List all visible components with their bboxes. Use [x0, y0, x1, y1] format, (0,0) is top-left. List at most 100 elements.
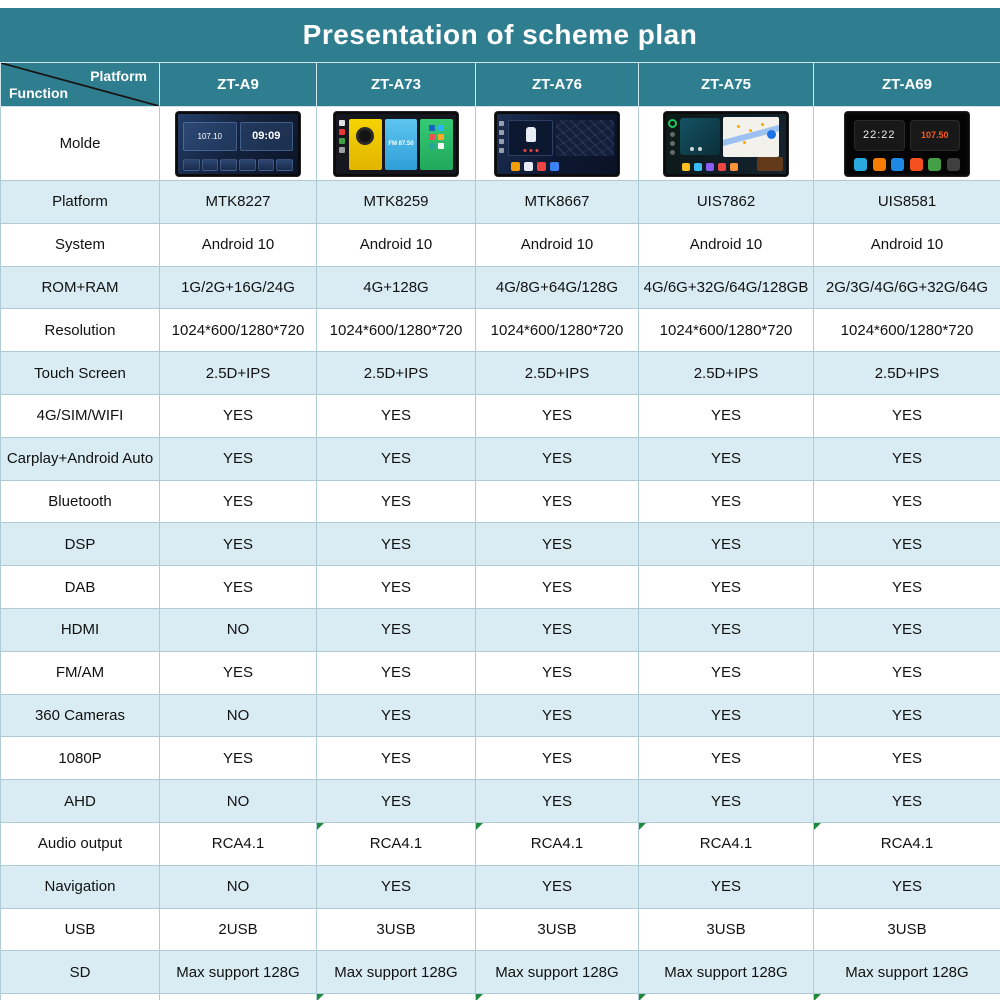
app-icon: [946, 157, 960, 171]
cell-value: RCA4.1: [211, 835, 265, 853]
radio-frequency: 107.50: [920, 130, 949, 140]
value-cell: YES: [813, 864, 1000, 909]
value-cell: YES: [638, 693, 814, 738]
corner-platform-label: Platform: [90, 68, 147, 84]
value-cell: YES: [813, 479, 1000, 524]
clock-tile: [757, 156, 783, 171]
value-cell: YES: [316, 693, 476, 738]
app-icon: [339, 128, 345, 135]
cell-value: YES: [380, 664, 411, 682]
cell-value: YES: [541, 578, 572, 596]
radio-card: FM 87.50: [384, 118, 418, 170]
app-icon: [499, 138, 504, 144]
cell-value: 1024*600/1280*720: [659, 321, 793, 339]
value-cell: YES: [638, 565, 814, 609]
column-header-zt-a75: ZT-A75: [638, 62, 814, 107]
row-label: DSP: [0, 522, 160, 567]
value-cell: NO: [159, 864, 317, 909]
value-cell: YES: [316, 736, 476, 781]
app-icon: [339, 119, 345, 126]
cell-value: YES: [380, 578, 411, 596]
cell-value: YES: [541, 664, 572, 682]
value-cell: YES: [159, 393, 317, 438]
device-screen: 107.10 09:09: [178, 113, 298, 174]
cell-value: YES: [710, 450, 741, 468]
value-cell: YES: [159, 479, 317, 524]
value-cell: 3USB: [813, 907, 1000, 952]
green-corner-marker: [476, 823, 483, 830]
device-screen: FM 87.50: [336, 113, 456, 174]
app-icon: [682, 162, 690, 171]
row-label: SD: [0, 950, 160, 995]
row-label: Audio output: [0, 821, 160, 866]
cell-value: YES: [541, 535, 572, 553]
cell-value: YES: [541, 706, 572, 724]
row-label: 4G/SIM/WIFI: [0, 393, 160, 438]
device-cell: 107.10 09:09: [159, 106, 317, 181]
value-cell: RCA4.1: [316, 821, 476, 866]
app-icon: [438, 124, 445, 131]
value-cell: RCA4.1: [638, 821, 814, 866]
value-cell: 4G+128G: [316, 265, 476, 310]
cell-value: 2.5D+IPS: [693, 364, 759, 382]
app-icon: [706, 162, 714, 171]
app-icon: [550, 161, 559, 171]
cell-value: 1024*600/1280*720: [840, 321, 974, 339]
device-screen: [666, 113, 786, 174]
cell-value: YES: [380, 621, 411, 639]
row-label: 360 Cameras: [0, 693, 160, 738]
value-cell: Android 10: [159, 222, 317, 267]
row-label: Resolution: [0, 308, 160, 353]
row-label-text: Resolution: [44, 321, 116, 339]
value-cell: YES: [316, 436, 476, 481]
cell-value: YES: [541, 621, 572, 639]
column-header-zt-a73: ZT-A73: [316, 62, 476, 107]
device-cell: FM 87.50: [316, 106, 476, 181]
device-cell: [475, 106, 639, 181]
app-icon: [499, 120, 504, 126]
app-icon: [718, 162, 726, 171]
row-label: ROM+RAM: [0, 265, 160, 310]
cell-value: 4G/8G+64G/128G: [495, 278, 619, 296]
row-label: FM/AM: [0, 650, 160, 695]
cell-value: YES: [891, 792, 922, 810]
cell-value: Android 10: [201, 236, 275, 254]
app-icon: [670, 149, 675, 155]
value-cell: [638, 993, 814, 1000]
app-icon: [339, 137, 345, 144]
app-icon: [201, 158, 219, 171]
column-header-zt-a69: ZT-A69: [813, 62, 1000, 107]
table-row-dsp: DSP YES YES YES YES YES: [0, 522, 1000, 567]
cell-value: YES: [710, 578, 741, 596]
value-cell: 1024*600/1280*720: [475, 308, 639, 353]
header-row: Platform Function ZT-A9 ZT-A73 ZT-A76 ZT-A7…: [0, 62, 1000, 107]
value-cell: MTK8667: [475, 180, 639, 224]
value-cell: YES: [316, 779, 476, 823]
cell-value: Android 10: [689, 236, 763, 254]
app-icon: [220, 158, 238, 171]
value-cell: UIS8581: [813, 180, 1000, 224]
cell-value: YES: [222, 407, 253, 425]
value-cell: 2USB: [159, 907, 317, 952]
row-label-text: DSP: [64, 535, 96, 553]
table-row-sd: SD Max support 128G Max support 128G Max su…: [0, 950, 1000, 995]
table-row-4g-sim-wifi: 4G/SIM/WIFI YES YES YES YES YES: [0, 393, 1000, 438]
cell-value: NO: [226, 878, 250, 896]
cell-value: YES: [380, 535, 411, 553]
device-screen: 22:22 107.50: [847, 113, 967, 174]
cell-value: MTK8227: [205, 193, 271, 211]
value-cell: 2.5D+IPS: [638, 351, 814, 395]
value-cell: 3USB: [316, 907, 476, 952]
cell-value: Android 10: [520, 236, 594, 254]
value-cell: YES: [638, 650, 814, 695]
apps-card: [420, 118, 454, 170]
diagonal-divider: [1, 63, 159, 106]
value-cell: MTK8259: [316, 180, 476, 224]
app-icon: [928, 157, 942, 171]
cell-value: YES: [222, 492, 253, 510]
row-label-text: HDMI: [60, 621, 100, 639]
value-cell: 2.5D+IPS: [475, 351, 639, 395]
cell-value: Max support 128G: [334, 963, 458, 981]
value-cell: Android 10: [475, 222, 639, 267]
value-cell: YES: [813, 565, 1000, 609]
